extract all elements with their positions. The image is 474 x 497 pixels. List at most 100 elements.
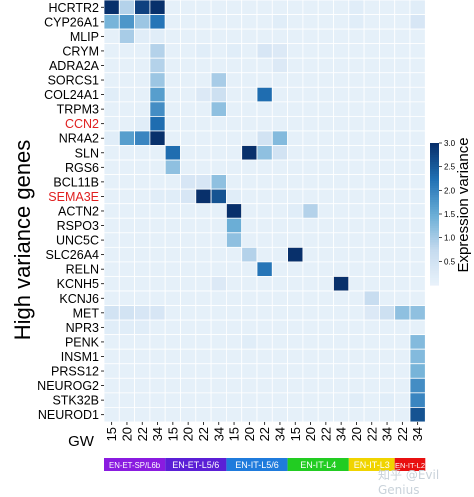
heatmap-cell: [195, 43, 212, 59]
heatmap-cell: [287, 159, 304, 176]
heatmap-cell: [378, 319, 396, 336]
heatmap-cell: [348, 72, 365, 88]
heatmap-cell: [409, 319, 426, 336]
heatmap-cell: [103, 72, 120, 88]
heatmap-cell: [149, 217, 166, 234]
colorbar-segment: [430, 185, 439, 189]
heatmap-cell: [287, 188, 304, 205]
heatmap-cell: [363, 116, 380, 132]
colorbar-segment: [430, 282, 439, 286]
heatmap-cell: [256, 86, 273, 103]
heatmap-cell: [409, 363, 426, 379]
heatmap-cell: [256, 392, 273, 408]
heatmap-cell: [210, 72, 227, 88]
heatmap-cell: [271, 130, 288, 146]
heatmap-cell: [394, 305, 411, 321]
heatmap-cell: [118, 392, 136, 408]
heatmap-cell: [225, 188, 243, 205]
gene-label: NEUROD1: [38, 408, 99, 422]
heatmap-cell: [241, 188, 258, 205]
colorbar-segment: [430, 249, 439, 253]
heatmap-cell: [195, 246, 212, 263]
heatmap-cell: [363, 130, 380, 146]
heatmap-cell: [378, 159, 396, 176]
heatmap-cell: [103, 57, 120, 74]
colorbar-segment: [430, 202, 439, 206]
heatmap-cell: [348, 276, 365, 292]
heatmap-cell: [409, 145, 426, 161]
heatmap-cell: [195, 217, 212, 234]
heatmap-cell: [164, 116, 181, 132]
heatmap-cell: [210, 0, 227, 15]
heatmap-cell: [348, 174, 365, 190]
heatmap-cell: [195, 203, 212, 219]
colorbar-segment: [430, 190, 439, 194]
colorbar-segment: [430, 263, 439, 267]
heatmap-cell: [363, 319, 380, 336]
heatmap-cell: [225, 159, 243, 176]
heatmap-cell: [409, 130, 426, 146]
heatmap-cell: [333, 14, 350, 30]
heatmap-cell: [409, 86, 426, 103]
heatmap-cell: [118, 319, 136, 336]
heatmap-cell: [195, 14, 212, 30]
heatmap-cell: [302, 348, 319, 365]
x-tick-label: 22: [135, 427, 150, 441]
group-label: EN-IT-L3: [354, 460, 390, 470]
heatmap-cell: [363, 334, 380, 350]
colorbar-segment: [430, 240, 439, 243]
colorbar-segment: [430, 258, 439, 262]
heatmap-cell: [256, 348, 273, 365]
heatmap-cell: [317, 290, 334, 306]
heatmap-cell: [302, 217, 319, 234]
heatmap-cell: [225, 232, 243, 248]
heatmap-cell: [134, 130, 151, 146]
heatmap-cell: [287, 101, 304, 117]
heatmap-cell: [394, 203, 411, 219]
heatmap-cell: [134, 334, 151, 350]
heatmap-cell: [195, 72, 212, 88]
heatmap-cell: [103, 246, 120, 263]
heatmap-cell: [271, 28, 288, 45]
heatmap-cell: [149, 261, 166, 277]
heatmap-cell: [378, 232, 396, 248]
heatmap-cell: [302, 276, 319, 292]
heatmap-cell: [302, 14, 319, 30]
heatmap-cell: [348, 28, 365, 45]
colorbar-segment: [430, 211, 439, 215]
heatmap-cell: [348, 203, 365, 219]
heatmap-cell: [409, 116, 426, 132]
heatmap-cell: [333, 130, 350, 146]
x-tick-label: 34: [272, 427, 287, 441]
heatmap-cell: [256, 276, 273, 292]
colorbar-segment: [430, 273, 439, 277]
heatmap-cell: [271, 377, 288, 394]
heatmap-cell: [409, 276, 426, 292]
heatmap-cell: [302, 406, 319, 423]
heatmap-cell: [256, 188, 273, 205]
heatmap-cell: [225, 334, 243, 350]
x-tick-label: 15: [104, 427, 119, 441]
heatmap-cell: [348, 406, 365, 423]
gene-label: KCNJ6: [59, 292, 99, 306]
heatmap-cell: [241, 57, 258, 74]
heatmap-cell: [348, 319, 365, 336]
heatmap-cell: [134, 116, 151, 132]
heatmap-cell: [378, 392, 396, 408]
heatmap-cell: [210, 392, 227, 408]
heatmap-cell: [378, 116, 396, 132]
heatmap-cell: [225, 130, 243, 146]
heatmap-cell: [333, 217, 350, 234]
heatmap-cell: [363, 57, 380, 74]
heatmap-cell: [210, 43, 227, 59]
heatmap-cell: [363, 348, 380, 365]
heatmap-cell: [333, 319, 350, 336]
heatmap-cell: [241, 305, 258, 321]
heatmap-cell: [317, 174, 334, 190]
heatmap-cell: [164, 334, 181, 350]
colorbar-segment: [430, 157, 439, 161]
heatmap-cell: [287, 319, 304, 336]
cell-type-group-bar: EN-ET-SP/L6b EN-ET-L5/6 EN-IT-L5/6 EN-IT-L4…: [104, 458, 426, 471]
heatmap-cell: [271, 246, 288, 263]
group-label: EN-ET-SP/L6b: [109, 461, 161, 470]
